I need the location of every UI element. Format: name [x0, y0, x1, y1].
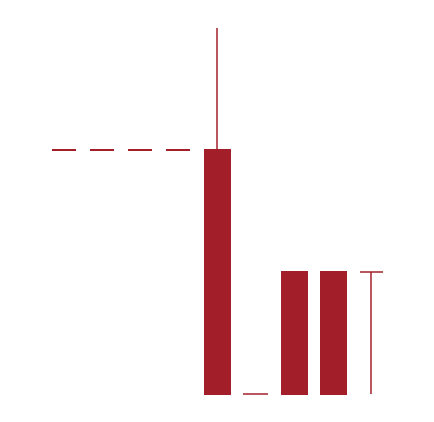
height-marker: [360, 271, 383, 394]
short-bar-2: [320, 271, 347, 395]
tall-bar: [204, 149, 231, 395]
short-bar-1: [281, 271, 308, 395]
